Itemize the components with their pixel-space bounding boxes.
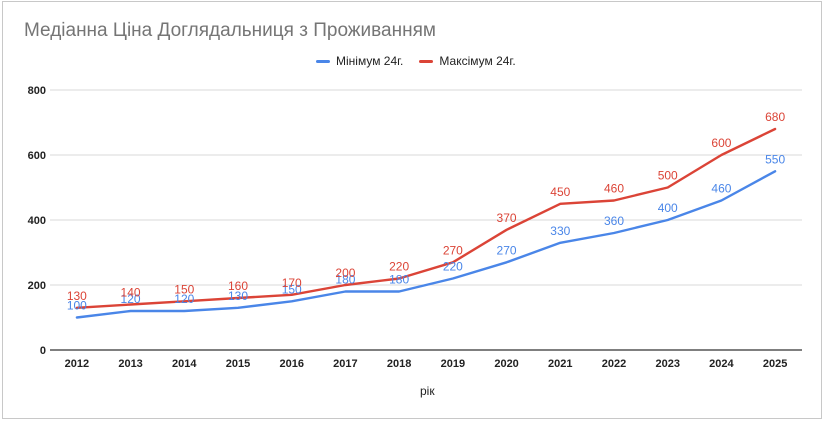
data-label-1: 600 bbox=[711, 136, 731, 150]
data-label-1: 220 bbox=[389, 260, 409, 274]
chart-title: Медіанна Ціна Доглядальниця з Проживання… bbox=[24, 20, 436, 41]
data-label-0: 180 bbox=[335, 273, 355, 287]
x-tick-label: 2019 bbox=[441, 358, 465, 370]
series-line-0[interactable] bbox=[75, 170, 777, 319]
data-label-0: 330 bbox=[550, 224, 570, 238]
x-tick-label: 2022 bbox=[602, 358, 626, 370]
y-tick-label: 0 bbox=[40, 345, 46, 357]
data-label-1: 150 bbox=[174, 282, 194, 296]
x-tick-label: 2016 bbox=[279, 358, 303, 370]
chart-legend[interactable]: Мінімум 24г. Максімум 24г. bbox=[316, 54, 532, 68]
data-label-1: 460 bbox=[604, 182, 624, 196]
legend-item-min[interactable]: Мінімум 24г. bbox=[316, 54, 403, 68]
x-tick-label: 2012 bbox=[65, 358, 89, 370]
y-tick-label: 400 bbox=[28, 215, 46, 227]
data-label-1: 130 bbox=[67, 289, 87, 303]
data-label-0: 220 bbox=[443, 260, 463, 274]
x-tick-label: 2023 bbox=[655, 358, 679, 370]
data-label-1: 680 bbox=[765, 110, 785, 124]
data-label-0: 130 bbox=[228, 289, 248, 303]
data-label-0: 120 bbox=[121, 292, 141, 306]
data-label-1: 160 bbox=[228, 279, 248, 293]
legend-label-max: Максімум 24г. bbox=[439, 54, 516, 68]
data-label-0: 360 bbox=[604, 214, 624, 228]
x-tick-label: 2021 bbox=[548, 358, 572, 370]
data-label-1: 200 bbox=[335, 266, 355, 280]
data-label-0: 100 bbox=[67, 299, 87, 313]
data-label-0: 270 bbox=[497, 243, 517, 257]
x-tick-label: 2025 bbox=[763, 358, 787, 370]
x-tick-label: 2024 bbox=[709, 358, 734, 370]
x-tick-label: 2018 bbox=[387, 358, 411, 370]
legend-item-max[interactable]: Максімум 24г. bbox=[419, 54, 516, 68]
series-line-1[interactable] bbox=[75, 127, 777, 309]
x-tick-label: 2017 bbox=[333, 358, 357, 370]
data-label-1: 170 bbox=[282, 276, 302, 290]
chart-frame bbox=[2, 1, 822, 419]
y-tick-label: 600 bbox=[28, 150, 46, 162]
legend-label-min: Мінімум 24г. bbox=[336, 54, 404, 68]
data-label-0: 550 bbox=[765, 152, 785, 166]
legend-swatch-max bbox=[419, 59, 434, 63]
y-tick-label: 800 bbox=[28, 85, 46, 97]
data-label-1: 140 bbox=[121, 286, 141, 300]
x-tick-label: 2013 bbox=[118, 358, 142, 370]
x-axis-title: рік bbox=[420, 384, 435, 398]
x-tick-label: 2015 bbox=[226, 358, 250, 370]
y-tick-label: 200 bbox=[28, 280, 46, 292]
data-label-0: 400 bbox=[658, 201, 678, 215]
data-label-1: 270 bbox=[443, 243, 463, 257]
data-label-1: 370 bbox=[497, 211, 517, 225]
data-label-0: 180 bbox=[389, 273, 409, 287]
data-label-0: 150 bbox=[282, 282, 302, 296]
x-tick-label: 2014 bbox=[172, 358, 197, 370]
data-label-1: 450 bbox=[550, 185, 570, 199]
x-tick-label: 2020 bbox=[494, 358, 518, 370]
data-label-1: 500 bbox=[658, 169, 678, 183]
legend-swatch-min bbox=[316, 59, 330, 63]
data-label-0: 120 bbox=[174, 292, 194, 306]
data-label-0: 460 bbox=[711, 182, 731, 196]
